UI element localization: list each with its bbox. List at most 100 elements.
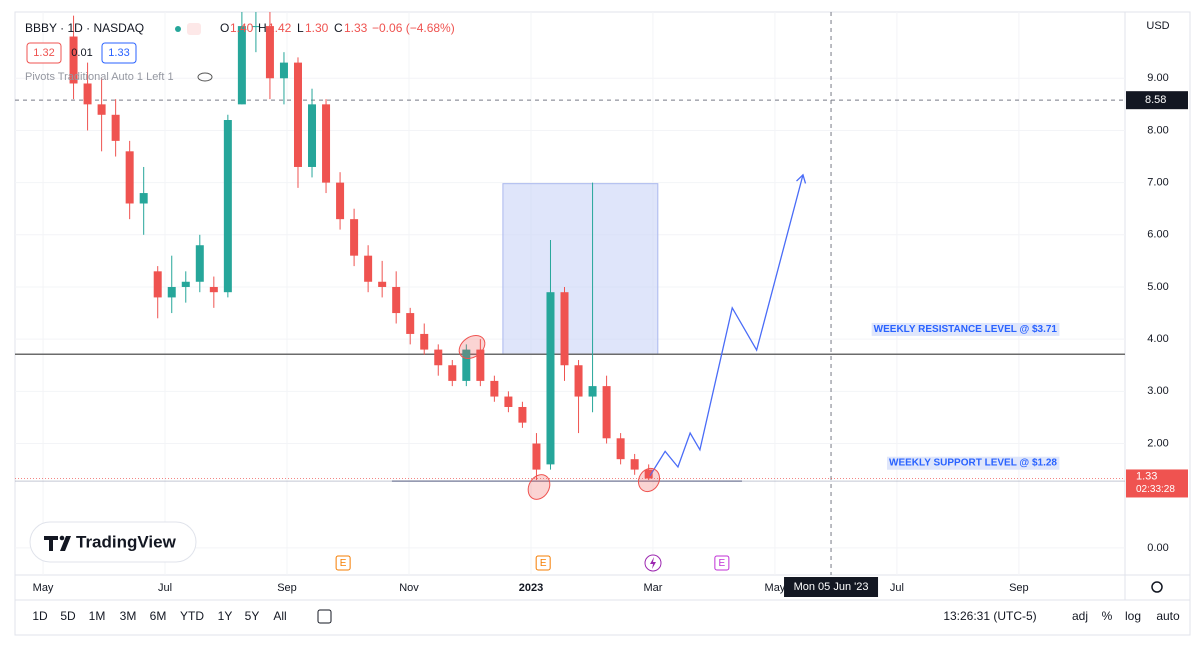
ask-price[interactable]: 1.33 bbox=[108, 47, 129, 59]
candle-body bbox=[630, 459, 639, 470]
x-tick-label: Mar bbox=[643, 582, 662, 594]
projection-line[interactable] bbox=[649, 174, 804, 477]
plot-area bbox=[15, 12, 1125, 575]
candle-body bbox=[406, 313, 415, 334]
candle-body bbox=[644, 469, 653, 479]
event-marker[interactable] bbox=[535, 555, 551, 571]
candle-body bbox=[350, 219, 359, 256]
candle-body bbox=[392, 286, 401, 314]
candle-body bbox=[476, 349, 485, 381]
range-box[interactable] bbox=[502, 183, 659, 355]
sell-button[interactable] bbox=[26, 42, 62, 64]
y-tick-label: 2.00 bbox=[1147, 437, 1168, 449]
x-tick-label: Sep bbox=[1009, 582, 1029, 594]
scale-option[interactable]: % bbox=[1102, 609, 1113, 623]
logo-text: TradingView bbox=[76, 532, 177, 551]
last-price: 1.33 bbox=[1136, 470, 1157, 482]
scale-option[interactable]: log bbox=[1125, 609, 1141, 623]
level-label-bg bbox=[887, 456, 1060, 470]
x-tick-label: Nov bbox=[399, 582, 419, 594]
logo-icon bbox=[44, 536, 71, 551]
candle-body bbox=[336, 182, 345, 220]
x-tick-label: Jul bbox=[158, 582, 172, 594]
candle-body bbox=[616, 438, 625, 460]
range-button[interactable]: YTD bbox=[180, 609, 204, 623]
y-tick-label: 6.00 bbox=[1147, 229, 1168, 241]
candle-body bbox=[209, 286, 218, 293]
change-value: −0.06 (−4.68%) bbox=[372, 21, 455, 35]
range-button[interactable]: 6M bbox=[150, 609, 167, 623]
candle-body bbox=[223, 120, 232, 293]
level-label: WEEKLY RESISTANCE LEVEL @ $3.71 bbox=[874, 324, 1058, 335]
candle-body bbox=[181, 281, 190, 287]
crosshair-date: Mon 05 Jun '23 bbox=[794, 581, 869, 593]
candle-body bbox=[518, 406, 527, 423]
event-marker[interactable] bbox=[714, 555, 730, 571]
clock[interactable]: 13:26:31 (UTC-5) bbox=[943, 609, 1036, 623]
open-label: O bbox=[220, 21, 229, 35]
range-button[interactable]: 5D bbox=[60, 609, 76, 623]
date-range-icon[interactable] bbox=[317, 609, 332, 624]
y-tick-label: 9.00 bbox=[1147, 72, 1168, 84]
candle-body bbox=[364, 255, 373, 282]
candle-body bbox=[434, 349, 443, 366]
candle-body bbox=[293, 62, 302, 167]
range-button[interactable]: 3M bbox=[120, 609, 137, 623]
event-marker[interactable] bbox=[335, 555, 351, 571]
candle-body bbox=[279, 62, 288, 79]
range-button[interactable]: 1Y bbox=[218, 609, 233, 623]
bid-price[interactable]: 1.32 bbox=[33, 47, 54, 59]
symbol[interactable]: BBBY · 1D · NASDAQ bbox=[25, 21, 144, 35]
logo-badge[interactable] bbox=[29, 521, 197, 563]
highlight-ellipse[interactable] bbox=[524, 471, 554, 504]
range-button[interactable]: All bbox=[273, 609, 286, 623]
candle-body bbox=[125, 151, 134, 204]
level-label: WEEKLY SUPPORT LEVEL @ $1.28 bbox=[889, 458, 1057, 469]
crosshair-date-badge bbox=[784, 577, 879, 597]
range-button[interactable]: 1D bbox=[32, 609, 48, 623]
logo-dot bbox=[59, 535, 65, 541]
buy-button[interactable] bbox=[101, 42, 137, 64]
candle-body bbox=[167, 286, 176, 298]
candle-body bbox=[237, 26, 246, 105]
menu-icon[interactable] bbox=[187, 23, 201, 35]
candle-body bbox=[251, 26, 260, 28]
candle-body bbox=[448, 365, 457, 381]
event-label: E bbox=[340, 558, 347, 569]
candle-body bbox=[546, 292, 555, 465]
candle-body bbox=[153, 271, 162, 298]
crosshair-price: 8.58 bbox=[1145, 94, 1166, 106]
candle-body bbox=[322, 104, 331, 183]
highlight-ellipse[interactable] bbox=[634, 465, 663, 496]
scale-option[interactable]: adj bbox=[1072, 609, 1088, 623]
candle-body bbox=[560, 292, 569, 366]
range-button[interactable]: 5Y bbox=[245, 609, 260, 623]
currency: USD bbox=[1146, 20, 1169, 32]
candle-body bbox=[139, 193, 148, 204]
high-value: 1.42 bbox=[268, 21, 292, 35]
status-dot bbox=[175, 26, 181, 32]
high-label: H bbox=[258, 21, 267, 35]
event-label: E bbox=[719, 558, 726, 569]
y-tick-label: 3.00 bbox=[1147, 385, 1168, 397]
candle-body bbox=[602, 386, 611, 439]
candle-body bbox=[504, 396, 513, 407]
overlay: 0.00 2.00 3.00 4.00 5.00 6.00 7.00 8.00 9.00 May J… bbox=[33, 72, 1188, 597]
highlight-ellipse[interactable] bbox=[455, 331, 489, 363]
crosshair-price-badge bbox=[1126, 91, 1188, 110]
candle-body bbox=[83, 83, 92, 105]
y-tick-label: 7.00 bbox=[1147, 177, 1168, 189]
candle-body bbox=[490, 380, 499, 397]
candle-body bbox=[532, 443, 541, 470]
settings-icon[interactable] bbox=[1151, 581, 1163, 593]
event-label: E bbox=[540, 558, 547, 569]
countdown: 02:33:28 bbox=[1136, 484, 1175, 495]
range-button[interactable]: 1M bbox=[89, 609, 106, 623]
scale-option[interactable]: auto bbox=[1156, 609, 1180, 623]
x-tick-label: 2023 bbox=[519, 582, 543, 594]
y-tick-label: 5.00 bbox=[1147, 281, 1168, 293]
lightning bbox=[650, 557, 656, 569]
indicator-label[interactable]: Pivots Traditional Auto 1 Left 1 bbox=[25, 71, 174, 83]
candle-body bbox=[265, 26, 274, 79]
visibility-icon[interactable] bbox=[197, 72, 213, 82]
